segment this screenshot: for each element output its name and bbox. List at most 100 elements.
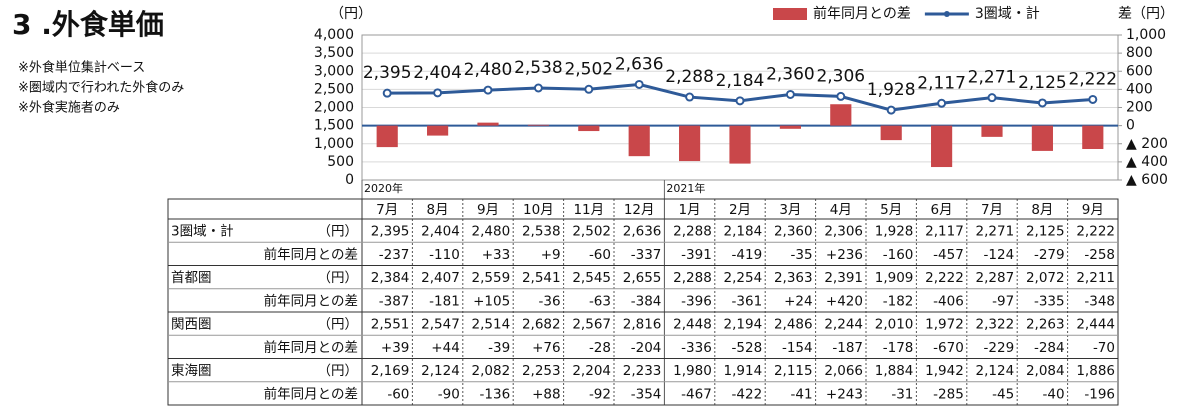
data-label: 1,928 (867, 80, 916, 100)
bar (729, 125, 751, 164)
cell: 2,395 (371, 224, 410, 240)
cell: 2,288 (673, 270, 712, 286)
y2-tick-label: 0 (1126, 118, 1135, 134)
y-tick-label: 2,500 (314, 81, 354, 97)
y2-tick-label: 600 (1126, 63, 1153, 79)
cell: 2,306 (824, 224, 863, 240)
data-label: 2,184 (716, 71, 765, 91)
cell: 2,184 (724, 224, 763, 240)
column-header: 7月 (376, 202, 398, 218)
cell: -387 (379, 293, 410, 309)
row-label: 首都圏 (171, 270, 212, 286)
cell: 2,322 (976, 317, 1015, 333)
bar (1031, 125, 1053, 151)
cell: 2,211 (1076, 270, 1115, 286)
y2-tick-label: ▲ 400 (1126, 154, 1168, 170)
cell: 2,567 (572, 317, 611, 333)
plot-border (361, 34, 1119, 181)
marker (937, 98, 947, 108)
column-header: 9月 (477, 202, 499, 218)
cell: 2,254 (724, 270, 763, 286)
row-unit: （円） (318, 224, 359, 240)
cell: -336 (681, 340, 712, 356)
marker (483, 85, 493, 95)
cell: 2,541 (522, 270, 561, 286)
cell: -28 (589, 340, 611, 356)
cell: 2,204 (572, 363, 611, 379)
cell: 2,082 (472, 363, 511, 379)
column-header: 3月 (779, 202, 801, 218)
cell: -361 (732, 293, 763, 309)
data-label: 2,360 (766, 64, 815, 84)
cell: 2,502 (572, 224, 611, 240)
cell: 2,084 (1026, 363, 1065, 379)
cell: 1,942 (925, 363, 964, 379)
cell: 2,124 (976, 363, 1015, 379)
cell: -160 (883, 247, 914, 263)
cell: +76 (532, 340, 561, 356)
bar (527, 124, 549, 126)
cell: +44 (431, 340, 460, 356)
cell: 2,115 (774, 363, 813, 379)
row-label: 東海圏 (171, 363, 212, 379)
bar (628, 125, 650, 157)
cell: -110 (429, 247, 460, 263)
cell: -154 (782, 340, 813, 356)
cell: -396 (681, 293, 712, 309)
cell: 2,682 (522, 317, 561, 333)
row-label: 前年同月との差 (264, 385, 358, 402)
cell: -279 (1034, 247, 1065, 263)
cell: -60 (387, 386, 409, 402)
cell: -284 (1034, 340, 1065, 356)
cell: +236 (826, 247, 863, 263)
year-label: 2020年 (364, 181, 403, 195)
bar (477, 122, 499, 126)
cell: 2,263 (1026, 317, 1065, 333)
marker (533, 83, 543, 93)
y2-axis-label: 差（円） (1118, 6, 1174, 22)
cell: 2,117 (925, 224, 964, 240)
column-header: 6月 (931, 202, 953, 218)
cell: 2,547 (421, 317, 460, 333)
cell: 2,360 (774, 224, 813, 240)
bar (679, 125, 701, 162)
row-label: 前年同月との差 (264, 292, 358, 309)
row-unit: （円） (318, 363, 359, 379)
data-label: 2,480 (464, 60, 513, 80)
bar (931, 125, 953, 168)
column-header: 12月 (624, 202, 655, 218)
cell: -182 (883, 293, 914, 309)
cell: -422 (732, 386, 763, 402)
marker (1037, 98, 1047, 108)
bar (779, 125, 801, 129)
cell: 2,551 (371, 317, 410, 333)
cell: 2,253 (522, 363, 561, 379)
cell: 2,514 (472, 317, 511, 333)
cell: -181 (429, 293, 460, 309)
cell: -63 (589, 293, 611, 309)
cell: 2,271 (976, 224, 1015, 240)
cell: 1,909 (875, 270, 914, 286)
data-label: 2,117 (917, 73, 966, 93)
column-header: 9月 (1082, 202, 1104, 218)
data-label: 2,306 (816, 66, 865, 86)
cell: 1,972 (925, 317, 964, 333)
marker (735, 96, 745, 106)
year-label: 2021年 (666, 181, 705, 195)
cell: 2,066 (824, 363, 863, 379)
cell: 1,914 (724, 363, 763, 379)
row-label: 関西圏 (171, 317, 212, 333)
cell: -285 (933, 386, 964, 402)
cell: +39 (381, 340, 410, 356)
y-tick-label: 2,000 (314, 100, 354, 116)
column-header: 10月 (523, 202, 554, 218)
data-label: 2,288 (665, 67, 714, 87)
data-label: 2,404 (413, 63, 462, 83)
data-label: 2,636 (615, 54, 664, 74)
cell: 2,559 (472, 270, 511, 286)
marker (382, 88, 392, 98)
cell: -36 (539, 293, 561, 309)
cell: +9 (541, 247, 561, 263)
data-label: 2,538 (514, 58, 563, 78)
cell: 2,538 (522, 224, 561, 240)
